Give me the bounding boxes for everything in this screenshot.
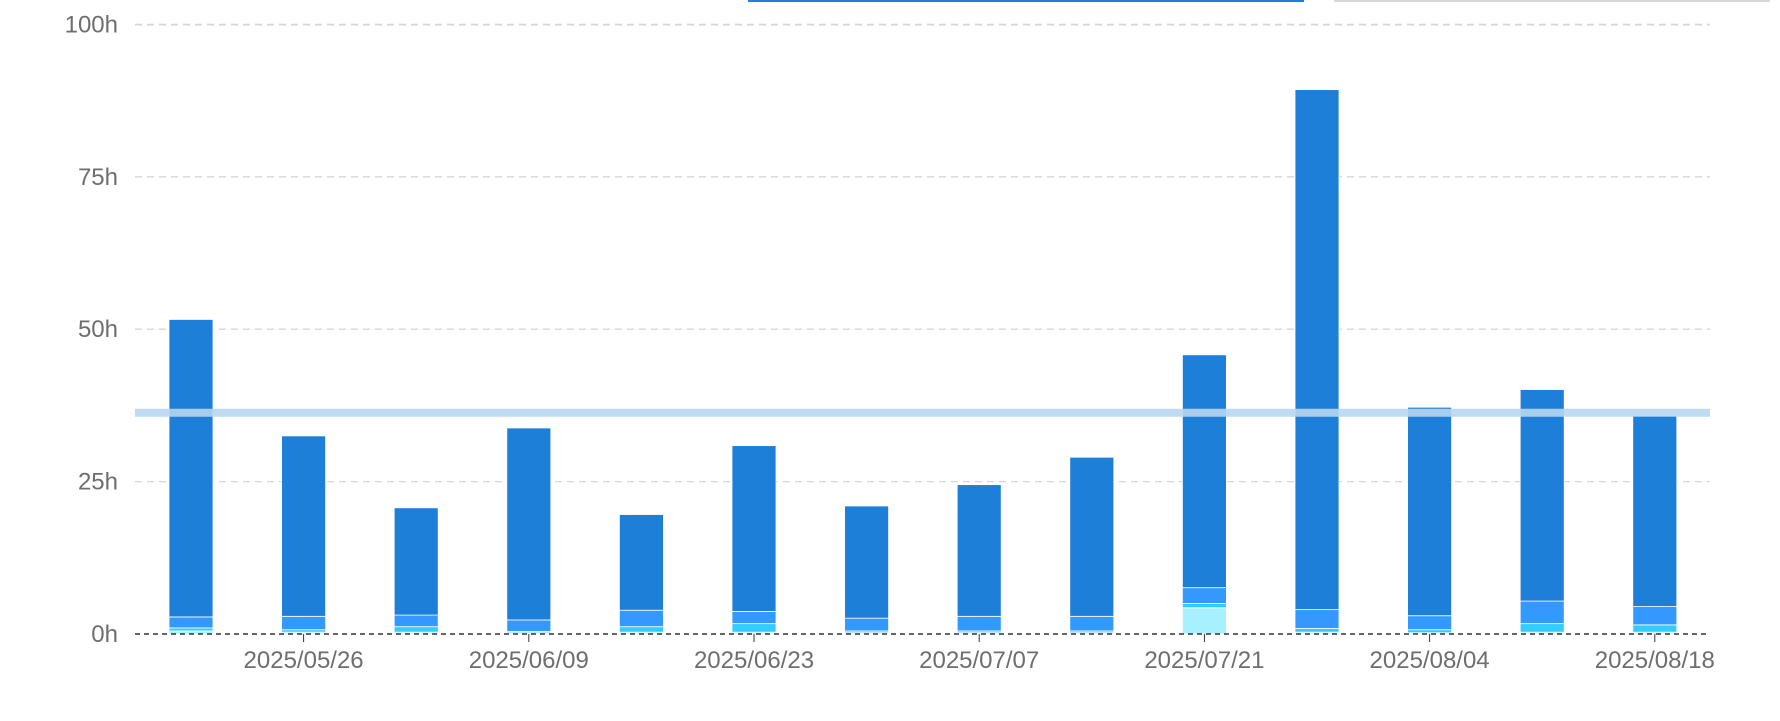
y-tick-label: 0h [91, 621, 118, 648]
x-tick-label: 2025/08/18 [1595, 647, 1715, 674]
bar-segment [1633, 625, 1677, 632]
tab-inactive-indicator[interactable] [1334, 0, 1770, 2]
x-tick-label: 2025/07/21 [1144, 647, 1264, 674]
bar-segment [169, 319, 213, 616]
bar-segment [1070, 457, 1114, 616]
x-tick-label: 2025/06/23 [694, 647, 814, 674]
bar-segment [1182, 588, 1226, 604]
bar-segment [1520, 601, 1564, 624]
bar-segment [1295, 629, 1339, 633]
bar-segment [1520, 390, 1564, 602]
bar-segment [1408, 630, 1452, 633]
y-tick-label: 50h [78, 316, 118, 343]
bar-segment [1408, 616, 1452, 630]
bar-segment [957, 616, 1001, 631]
x-tick-label: 2025/07/07 [919, 647, 1039, 674]
bar-segment [394, 508, 438, 615]
bar-segment [619, 627, 663, 632]
bar-segment [1182, 355, 1226, 588]
y-tick-label: 100h [65, 11, 118, 38]
bar-segment [507, 620, 551, 632]
bar-segment [619, 515, 663, 611]
bar-segment [1408, 407, 1452, 615]
bar-segment [1633, 607, 1677, 625]
bar-segment [957, 485, 1001, 617]
y-tick-label: 75h [78, 164, 118, 191]
x-tick-label: 2025/06/09 [469, 647, 589, 674]
bar-segment [1182, 604, 1226, 608]
bar-segment [394, 615, 438, 627]
x-tick-label: 2025/08/04 [1370, 647, 1490, 674]
bar-segment [1295, 90, 1339, 610]
bar-segment [1182, 608, 1226, 634]
tab-active-indicator[interactable] [748, 0, 1304, 2]
bar-segment [732, 624, 776, 633]
bar-segment [1633, 416, 1677, 607]
bar-segment [1295, 610, 1339, 629]
bar-segment [732, 446, 776, 612]
bar-segment [394, 627, 438, 632]
bar-segment [169, 628, 213, 631]
bar-segment [507, 428, 551, 620]
bar-segment [169, 617, 213, 628]
bar-segment [282, 616, 326, 629]
bar-segment [845, 506, 889, 618]
bar-segment [619, 610, 663, 626]
bar-segment [1520, 624, 1564, 633]
bar-segment [732, 611, 776, 623]
bar-segment [282, 436, 326, 616]
bar-segment [845, 618, 889, 631]
bar-segment [1070, 616, 1114, 631]
y-tick-label: 25h [78, 469, 118, 496]
x-tick-label: 2025/05/26 [244, 647, 364, 674]
